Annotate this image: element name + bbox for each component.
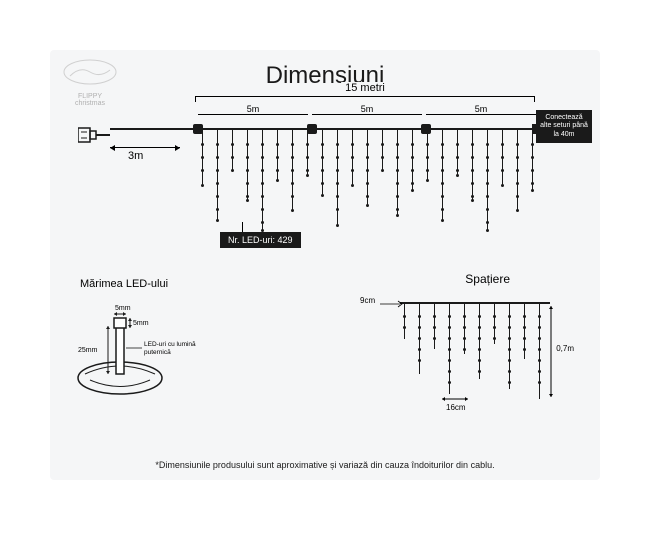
strand xyxy=(382,130,383,170)
lead-arrow xyxy=(110,147,180,148)
strand xyxy=(472,130,473,200)
spacing-16cm: 16cm xyxy=(446,403,466,412)
spacing-07m: 0,7m xyxy=(556,344,574,353)
logo-text-1: FLIPPY xyxy=(60,93,120,100)
section-bracket-1: 5m xyxy=(198,108,308,120)
spacing-strand xyxy=(509,304,510,389)
strand xyxy=(337,130,338,225)
led-count-box: Nr. LED-uri: 429 xyxy=(220,232,301,248)
spacing-strand xyxy=(404,304,405,339)
section-bracket-3: 5m xyxy=(426,108,536,120)
strand xyxy=(217,130,218,220)
spacing-strand xyxy=(524,304,525,359)
led-note-1: LED-uri cu lumină xyxy=(144,341,196,348)
diagram-canvas: FLIPPY christmas Dimensiuni 15 metri 5m … xyxy=(50,50,600,480)
spacing-cable xyxy=(400,302,550,304)
spacing-strand xyxy=(434,304,435,349)
strand xyxy=(322,130,323,195)
strand xyxy=(232,130,233,170)
connect-note: Conectează alte seturi până la 40m xyxy=(536,110,592,143)
spacing-diagram: 9cm 16cm 0,7m xyxy=(380,294,560,424)
strand xyxy=(487,130,488,230)
strand xyxy=(457,130,458,175)
strand xyxy=(277,130,278,180)
logo-text-2: christmas xyxy=(60,100,120,107)
lead-label: 3m xyxy=(128,150,143,162)
total-width-bracket: 15 metri xyxy=(195,96,535,97)
section-label-1: 5m xyxy=(244,104,263,114)
disclaimer-text: *Dimensiunile produsului sunt aproximati… xyxy=(78,460,573,470)
spacing-title: Spațiere xyxy=(465,272,510,286)
strand xyxy=(427,130,428,180)
spacing-strand xyxy=(449,304,450,394)
strand xyxy=(397,130,398,215)
led-note-2: puternică xyxy=(144,349,171,356)
section-label-3: 5m xyxy=(472,104,491,114)
led-size-title: Mărimea LED-ului xyxy=(80,278,168,290)
plug-icon xyxy=(78,124,110,148)
strand xyxy=(247,130,248,200)
strand xyxy=(442,130,443,220)
led-top-dim: 5mm xyxy=(115,305,131,312)
spacing-strand xyxy=(464,304,465,354)
spacing-strand xyxy=(494,304,495,344)
strand xyxy=(367,130,368,205)
strand xyxy=(307,130,308,175)
section-bracket-2: 5m xyxy=(312,108,422,120)
brand-logo: FLIPPY christmas xyxy=(60,58,120,100)
strand xyxy=(352,130,353,185)
section-label-2: 5m xyxy=(358,104,377,114)
strand xyxy=(412,130,413,190)
strand xyxy=(502,130,503,185)
strand xyxy=(202,130,203,185)
spacing-9cm: 9cm xyxy=(360,296,375,305)
led-height-dim: 25mm xyxy=(78,347,98,354)
spacing-strand xyxy=(419,304,420,374)
led-side-dim: 5mm xyxy=(133,320,149,327)
total-width-label: 15 metri xyxy=(341,82,389,94)
spacing-strand xyxy=(479,304,480,379)
strand xyxy=(262,130,263,230)
led-size-diagram: 5mm 5mm 25mm LED-uri cu lumină puternică xyxy=(70,298,200,408)
strand xyxy=(292,130,293,210)
strand xyxy=(517,130,518,210)
spacing-strand xyxy=(539,304,540,399)
strand xyxy=(532,130,533,190)
